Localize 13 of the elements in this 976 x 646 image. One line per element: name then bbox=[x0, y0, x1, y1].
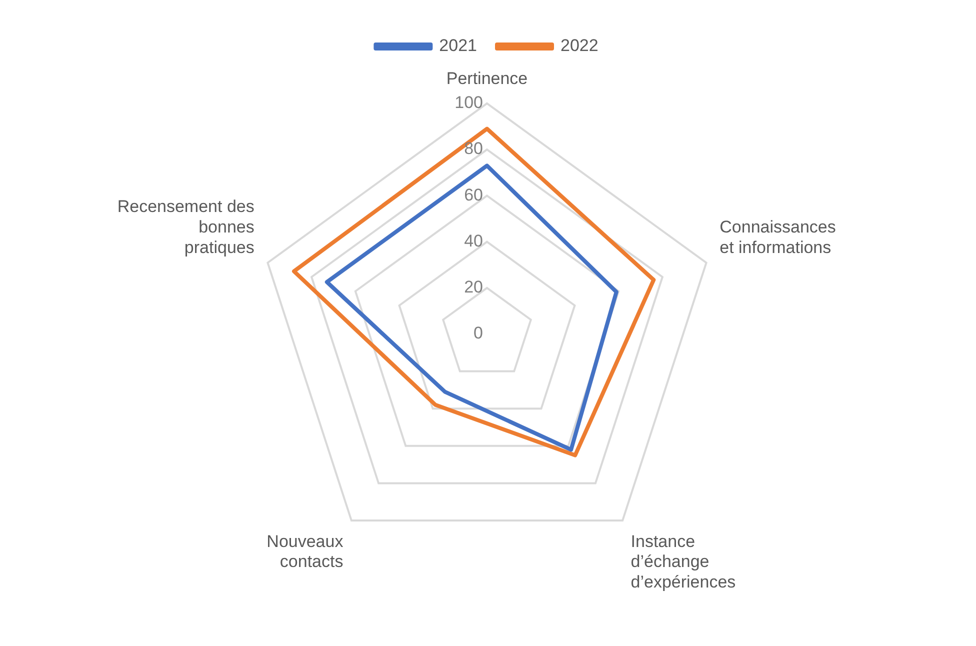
spoke-label: Instance d’échange d’expériences bbox=[630, 532, 736, 592]
y-tick-label: 20 bbox=[464, 278, 483, 297]
y-tick-label: 80 bbox=[464, 139, 483, 158]
legend-label: 2022 bbox=[560, 36, 598, 56]
y-tick-label: 60 bbox=[464, 185, 483, 204]
spoke-label: Nouveaux contacts bbox=[266, 532, 344, 572]
y-tick-label: 40 bbox=[464, 231, 483, 250]
y-tick-label: 0 bbox=[474, 324, 483, 343]
legend-label: 2021 bbox=[439, 36, 478, 56]
spoke-label: Connaissances et informations bbox=[720, 218, 836, 257]
spoke-label: Pertinence bbox=[446, 68, 528, 88]
y-tick-label: 100 bbox=[454, 93, 483, 112]
spoke-label: Recensement des bonnes pratiques bbox=[117, 197, 254, 257]
